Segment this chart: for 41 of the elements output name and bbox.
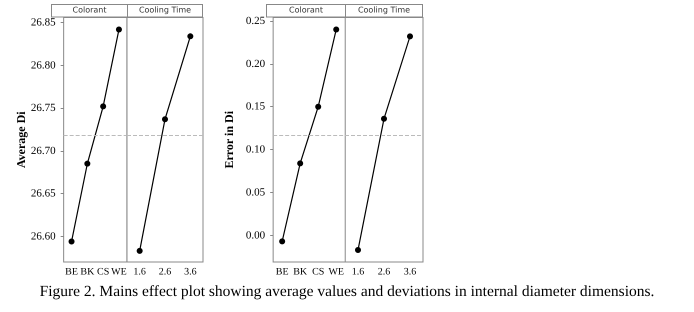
y-tick-label: 26.65 xyxy=(30,188,56,200)
chart-title: Cooling Time xyxy=(138,6,192,14)
y-tick-label: 0.05 xyxy=(246,186,266,199)
point xyxy=(297,160,304,166)
y-tick-label: 0.25 xyxy=(246,14,266,27)
point xyxy=(84,160,90,167)
x-tick-label: 2.6 xyxy=(378,266,390,278)
point xyxy=(68,238,75,244)
y-tick-label: 26.85 xyxy=(30,16,56,29)
x-tick-label: WE xyxy=(111,266,127,278)
x-tick-label: CS xyxy=(97,266,110,278)
point xyxy=(100,103,106,110)
y-tick-label: 26.70 xyxy=(30,144,56,157)
y-tick-label: 26.75 xyxy=(30,102,56,114)
caption: Figure 2. Mains effect plot showing average values and deviations in internal diameter dimensions. xyxy=(38,283,656,301)
point xyxy=(333,26,340,33)
y-tick-label: 0.20 xyxy=(246,58,266,70)
chart-title: Colorant xyxy=(72,6,106,14)
x-tick-label: BE xyxy=(65,266,78,278)
chart-title: Cooling Time xyxy=(358,6,410,14)
y-tick-label: 26.60 xyxy=(30,230,56,242)
x-tick-label: BK xyxy=(293,266,308,278)
y-axis-title: Error in Di xyxy=(222,110,236,169)
x-tick-label: 1.6 xyxy=(352,266,364,278)
x-tick-label: 3.6 xyxy=(404,266,416,278)
y-axis-title: Average Di xyxy=(14,110,28,168)
point xyxy=(279,238,286,244)
y-tick-label: 0.15 xyxy=(246,100,266,113)
x-tick-label: BE xyxy=(276,266,289,278)
x-tick-label: 3.6 xyxy=(184,266,197,278)
x-tick-label: BK xyxy=(80,266,96,278)
x-tick-label: 1.6 xyxy=(133,266,146,278)
x-tick-label: CS xyxy=(312,266,324,278)
x-tick-label: 2.6 xyxy=(158,266,172,278)
point xyxy=(116,26,122,32)
y-tick-label: 26.80 xyxy=(30,59,56,72)
y-tick-label: 0.10 xyxy=(246,144,266,156)
point xyxy=(315,104,322,110)
y-tick-label: 0.00 xyxy=(246,229,266,242)
chart-title: Colorant xyxy=(289,6,323,14)
x-tick-label: WE xyxy=(328,266,344,278)
